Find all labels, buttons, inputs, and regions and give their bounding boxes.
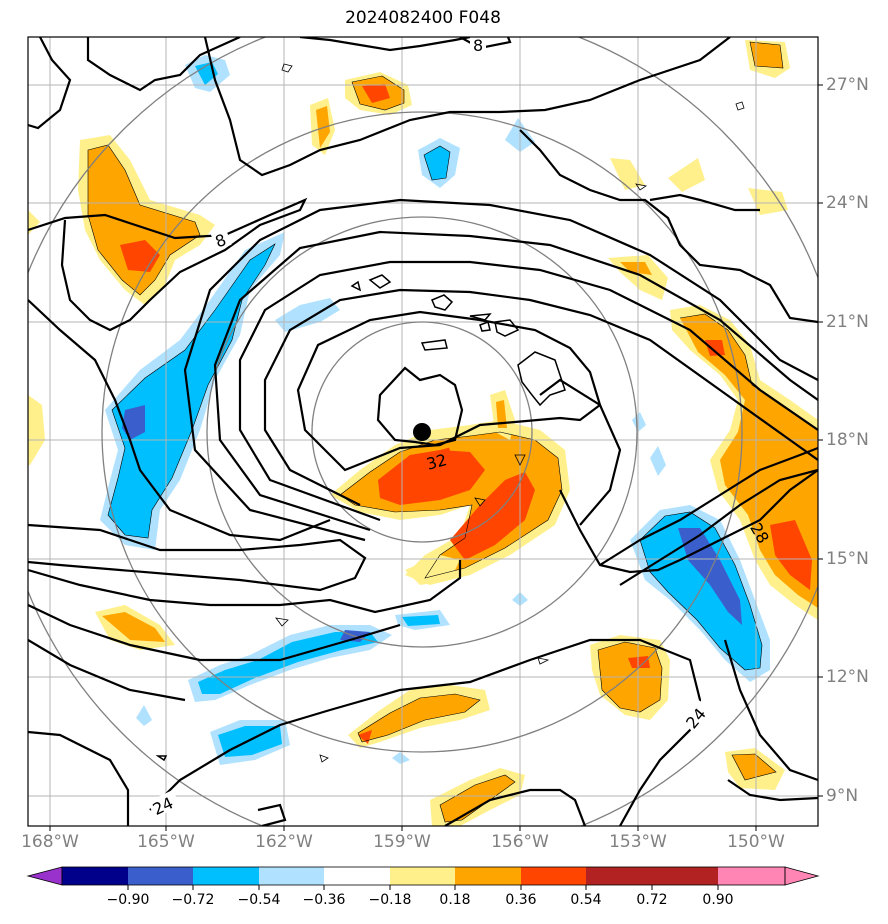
- lon-label: 165°W: [137, 832, 195, 852]
- colorbar-segment-red: [652, 867, 718, 885]
- colorbar-tick-label: 0.18: [439, 892, 471, 908]
- contour-labels: 8 8 32 28 24 24: [147, 36, 773, 819]
- colorbar-tick-label: 0.36: [505, 892, 537, 908]
- colorbar-segment: [193, 867, 259, 885]
- lon-label: 159°W: [373, 832, 431, 852]
- colorbar-tick-label: −0.36: [302, 892, 346, 908]
- lon-label: 156°W: [491, 832, 549, 852]
- colorbar-segment: [586, 867, 652, 885]
- colorbar-segment: [62, 867, 128, 885]
- map-title: 2024082400 F048: [345, 8, 501, 28]
- lat-label: 24°N: [826, 193, 869, 213]
- field-contours: [28, 37, 818, 826]
- colorbar-segment: [259, 867, 324, 885]
- colorbar-tick-label: −0.54: [237, 892, 281, 908]
- lat-label: 27°N: [826, 75, 869, 95]
- lat-label: 9°N: [826, 786, 859, 806]
- map-frame: [27, 36, 819, 827]
- colorbar-segment: [455, 867, 521, 885]
- colorbar-segment: [324, 867, 390, 885]
- lat-label: 21°N: [826, 312, 869, 332]
- colorbar-tick-label: 0.54: [570, 892, 602, 908]
- shading-edges: [87, 41, 818, 823]
- positive-shading: [28, 40, 818, 826]
- thin-contours: [275, 63, 745, 763]
- graticule: [28, 37, 818, 826]
- colorbar-tick-label: 0.90: [702, 892, 734, 908]
- lat-label: 15°N: [826, 549, 869, 569]
- colorbar-tick-label: 0.72: [636, 892, 668, 908]
- map-content: 8 8 32 28 24 24: [28, 36, 818, 826]
- lon-label: 153°W: [609, 832, 667, 852]
- storm-center: [413, 423, 431, 441]
- lon-label: 162°W: [255, 832, 313, 852]
- axis-ticks: [49, 84, 823, 831]
- colorbar-segment: [390, 867, 455, 885]
- contour-label: 8: [473, 36, 483, 55]
- colorbar-segment: [521, 867, 586, 885]
- lat-label: 18°N: [826, 430, 869, 450]
- range-rings: [28, 37, 818, 826]
- lat-label: 12°N: [826, 667, 869, 687]
- lon-label: 150°W: [727, 832, 785, 852]
- colorbar-tick-label: −0.72: [171, 892, 215, 908]
- colorbar: [26, 866, 820, 890]
- lon-label: 168°W: [21, 832, 79, 852]
- coastline: [155, 274, 566, 762]
- colorbar-tick-label: −0.18: [368, 892, 412, 908]
- colorbar-extend-low: [26, 866, 63, 886]
- colorbar-segment: [128, 867, 193, 885]
- negative-shading: [100, 55, 770, 765]
- colorbar-tick-label: −0.90: [106, 892, 150, 908]
- contour-label: 32: [424, 450, 449, 474]
